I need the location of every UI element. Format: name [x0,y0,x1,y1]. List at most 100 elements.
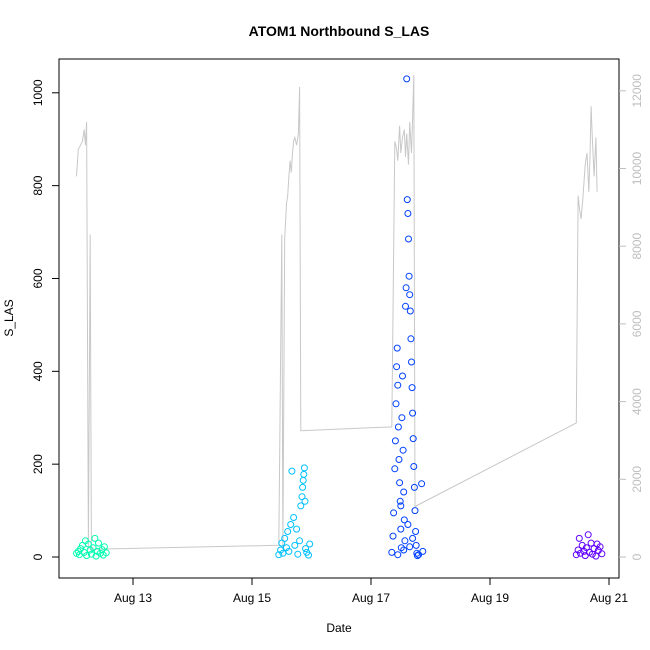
data-point [410,483,418,491]
data-point [406,307,414,315]
data-point [413,552,421,560]
data-point [91,534,99,542]
data-point [409,435,417,443]
data-point [405,235,412,243]
y-tick-label: 400 [31,361,45,381]
data-point [284,528,292,535]
data-point [575,534,583,542]
data-point [403,75,411,83]
x-axis: Aug 13 Aug 15 Aug 17 Aug 19 Aug 21 [114,578,628,605]
data-point [415,551,423,559]
data-point [406,291,414,299]
data-point [300,464,308,472]
data-point [400,488,408,496]
x-tick-label: Aug 15 [233,591,271,605]
data-point [300,470,308,478]
data-point [398,414,406,422]
data-point [275,551,283,559]
data-point [283,544,290,552]
data-point [418,480,426,488]
data-point [598,550,606,558]
points-layer [73,75,606,560]
data-point [412,528,420,535]
data-point [299,483,307,491]
data-point [403,196,411,204]
data-point [409,409,417,417]
y-axis-label: S_LAS [2,299,16,336]
data-point [399,372,406,380]
data-point [287,521,295,528]
data-point [397,502,405,510]
y2-axis: 0 2000 4000 6000 8000 10000 12000 [619,74,644,560]
line-layer [76,75,598,550]
y2-tick-label: 10000 [630,151,644,185]
data-point [412,541,420,549]
data-point [410,463,418,470]
data-point [89,544,97,552]
y-tick-label: 200 [31,454,45,474]
data-point [400,516,408,524]
data-point [411,507,419,515]
data-point [401,537,409,545]
data-point [95,539,102,547]
y-tick-label: 800 [31,175,45,195]
data-point [402,284,410,292]
data-point [393,363,401,371]
data-point [400,546,408,554]
data-point [572,551,580,559]
y2-tick-label: 12000 [630,74,644,108]
y2-tick-label: 0 [630,553,644,560]
data-point [399,446,407,454]
y2-tick-label: 2000 [630,466,644,493]
data-point [592,552,600,560]
data-point [405,272,413,280]
y2-tick-label: 4000 [630,388,644,415]
data-point [406,543,414,551]
data-point [305,551,312,559]
x-tick-label: Aug 21 [590,591,628,605]
data-point [297,502,305,510]
data-point [581,552,589,560]
y-tick-label: 1000 [31,79,45,106]
data-point [294,550,302,558]
y2-tick-label: 6000 [630,310,644,337]
plot-frame [58,58,620,579]
data-point [388,548,396,556]
data-point [391,437,399,445]
data-point [393,344,401,352]
data-point [394,551,402,559]
data-point [87,550,95,558]
data-point [392,400,400,408]
y2-tick-label: 8000 [630,233,644,260]
data-point [102,549,110,557]
y-tick-label: 600 [31,268,45,288]
data-point [596,543,604,551]
data-point [281,534,289,542]
data-point [407,335,415,343]
data-point [285,547,293,555]
data-point [83,552,91,560]
data-point [288,467,296,475]
x-tick-label: Aug 13 [114,591,152,605]
data-point [409,534,417,542]
x-tick-label: Aug 17 [352,591,390,605]
data-point [394,423,402,431]
data-point [291,541,299,549]
data-point [279,549,287,557]
data-point [395,456,403,463]
data-point [584,531,592,539]
y-axis: 0 200 400 600 800 1000 [31,79,59,560]
data-point [397,525,405,533]
data-point [296,537,304,545]
data-point [587,539,595,547]
data-point [397,544,405,552]
data-point [391,465,399,473]
data-point [396,497,404,505]
data-point [408,358,415,366]
data-point [302,545,310,553]
series-line [76,75,598,550]
data-point [290,514,298,521]
x-axis-label: Date [326,621,352,635]
data-point [390,509,398,517]
